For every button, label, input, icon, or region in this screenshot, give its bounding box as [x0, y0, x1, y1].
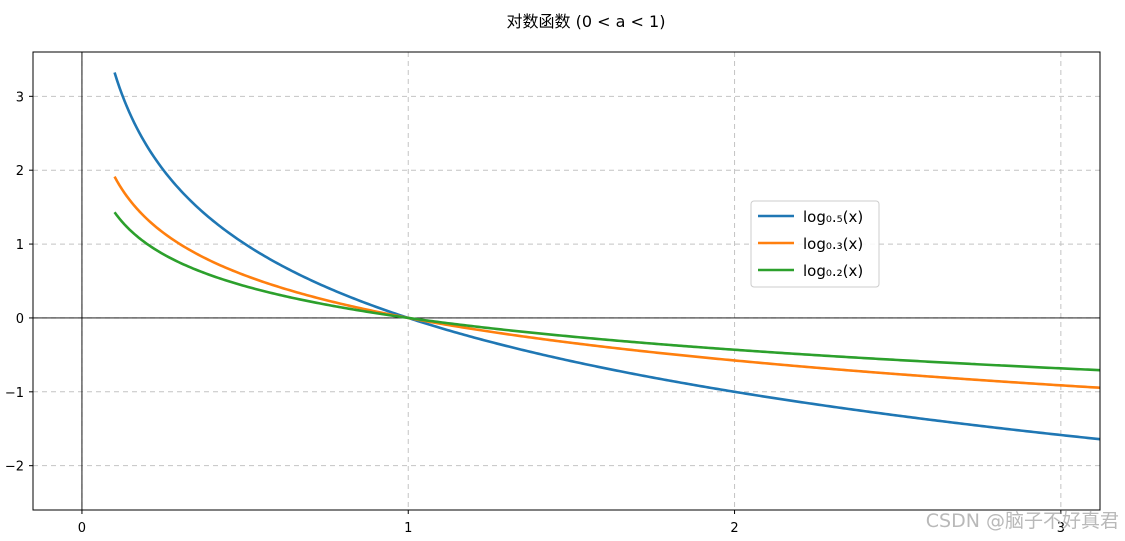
legend-box — [750, 200, 880, 288]
legend-label-2: log₀.₂(x) — [803, 262, 863, 280]
y-tick-label: −2 — [5, 460, 24, 475]
legend: log₀.₅(x) log₀.₃(x) log₀.₂(x) — [750, 200, 880, 288]
series-line-2 — [113, 211, 1101, 372]
x-tick-label: 2 — [730, 521, 738, 536]
y-axis-ticks: −2 −1 0 1 2 3 — [5, 90, 33, 475]
y-tick-label: 3 — [16, 90, 24, 105]
y-tick-label: −1 — [5, 386, 24, 401]
x-tick-label: 1 — [404, 521, 412, 536]
legend-label-1: log₀.₃(x) — [803, 235, 863, 253]
y-tick-label: 0 — [16, 312, 24, 327]
series-line-1 — [113, 176, 1101, 390]
grid — [33, 52, 1100, 510]
y-tick-label: 1 — [16, 238, 24, 253]
legend-label-0: log₀.₅(x) — [803, 208, 863, 226]
plot-frame — [32, 51, 1101, 511]
y-tick-label: 2 — [16, 164, 24, 179]
chart-title: 对数函数 (0 < a < 1) — [507, 12, 666, 31]
zero-axes — [33, 52, 1100, 510]
watermark: CSDN @脑子不好真君 — [925, 510, 1119, 532]
x-axis-ticks: 0 1 2 3 — [78, 510, 1065, 536]
x-tick-label: 3 — [1057, 521, 1065, 536]
series-line-0 — [113, 72, 1101, 441]
x-tick-label: 0 — [78, 521, 86, 536]
series-lines — [113, 72, 1101, 441]
